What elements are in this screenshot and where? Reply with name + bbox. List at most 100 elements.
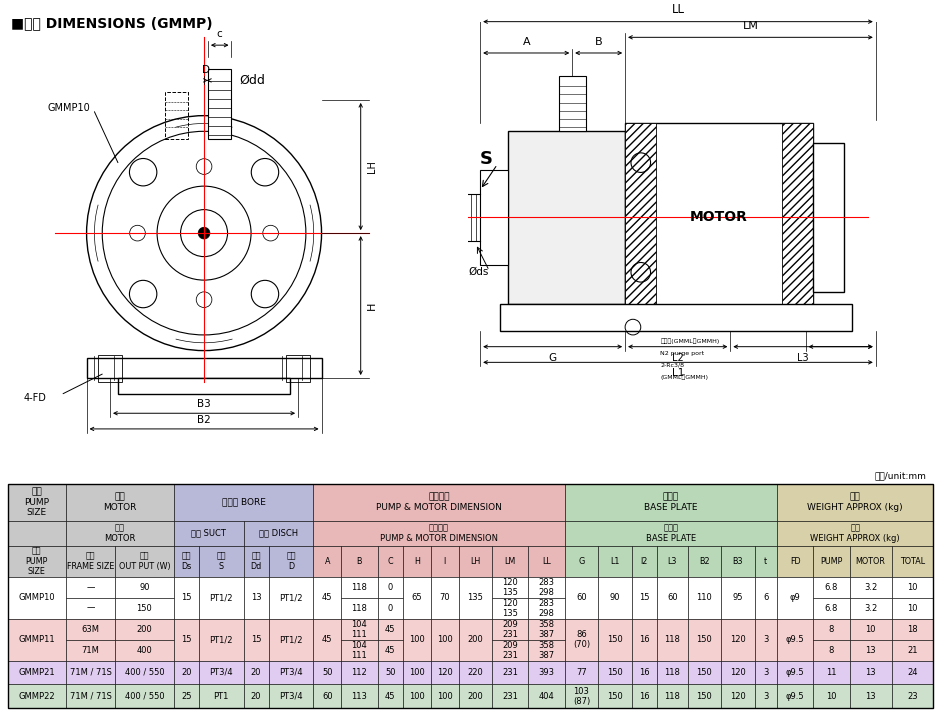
Bar [378, 640, 402, 661]
Text: I: I [444, 557, 446, 565]
Bar [66, 484, 174, 521]
Bar [891, 598, 933, 619]
Text: LM: LM [505, 557, 516, 565]
Text: 135: 135 [467, 593, 483, 602]
Bar [598, 619, 632, 661]
Text: 200: 200 [136, 625, 152, 634]
Text: 231: 231 [502, 692, 518, 701]
Text: 框號
FRAME SIZE: 框號 FRAME SIZE [67, 552, 115, 570]
Bar [493, 619, 528, 640]
Text: L3: L3 [667, 557, 677, 565]
Bar [632, 661, 657, 684]
Text: φ9: φ9 [790, 593, 801, 602]
Bar [199, 684, 243, 708]
Bar [313, 521, 565, 546]
Bar [850, 640, 891, 661]
Text: (GMML、GMMH): (GMML、GMMH) [661, 374, 709, 380]
Bar [459, 661, 493, 684]
Text: 6.8: 6.8 [824, 604, 838, 612]
Text: 馬達座
BASE PLATE: 馬達座 BASE PLATE [644, 492, 697, 512]
Text: L1: L1 [672, 368, 684, 378]
Bar [8, 661, 66, 684]
Bar [528, 619, 565, 640]
Text: 20: 20 [251, 692, 261, 701]
Bar [66, 619, 115, 640]
Text: TOTAL: TOTAL [900, 557, 925, 565]
Text: 404: 404 [539, 692, 555, 701]
Text: 16: 16 [639, 668, 650, 677]
Bar [528, 640, 565, 661]
Text: PT3/4: PT3/4 [279, 692, 303, 701]
Text: c: c [217, 30, 223, 39]
Bar [850, 577, 891, 598]
Text: 16: 16 [639, 692, 650, 701]
Bar [8, 577, 66, 619]
Bar [115, 661, 174, 684]
Text: 16: 16 [639, 635, 650, 644]
Text: 118: 118 [665, 635, 681, 644]
Bar [199, 619, 243, 661]
Text: 6.8: 6.8 [824, 583, 838, 591]
Text: PT1/2: PT1/2 [210, 593, 233, 602]
Text: 118: 118 [665, 692, 681, 701]
Text: 型號
PUMP
SIZE: 型號 PUMP SIZE [25, 547, 48, 575]
Text: 45: 45 [384, 625, 396, 634]
Text: 口徑
Dd: 口徑 Dd [250, 552, 261, 570]
Bar [755, 577, 777, 619]
Text: 0: 0 [387, 583, 393, 591]
Bar [632, 684, 657, 708]
Text: FD: FD [790, 557, 801, 565]
Text: 18: 18 [907, 625, 917, 634]
Text: 馬達
MOTOR: 馬達 MOTOR [104, 523, 135, 543]
Bar [891, 661, 933, 684]
Text: 13: 13 [251, 593, 261, 602]
Bar [174, 484, 313, 521]
Text: —: — [86, 604, 95, 612]
Bar [598, 684, 632, 708]
Text: 100: 100 [409, 635, 425, 644]
Text: 120: 120 [730, 668, 745, 677]
Text: 45: 45 [322, 593, 333, 602]
Bar [66, 661, 115, 684]
Bar [378, 577, 402, 598]
Bar [341, 598, 378, 619]
Bar [500, 304, 853, 331]
Bar [657, 546, 688, 577]
Text: L3: L3 [797, 352, 808, 362]
Bar [891, 684, 933, 708]
Text: A: A [324, 557, 330, 565]
Bar [243, 619, 269, 661]
Bar [243, 577, 269, 619]
Text: LH: LH [367, 160, 377, 173]
Text: 3: 3 [763, 635, 769, 644]
Bar [8, 546, 66, 577]
Bar [721, 619, 755, 661]
Bar [528, 577, 565, 598]
Text: 60: 60 [576, 593, 587, 602]
Bar [777, 484, 933, 521]
Bar [115, 577, 174, 598]
Bar [813, 143, 844, 292]
Text: 86
(70): 86 (70) [573, 630, 590, 649]
Text: PUMP: PUMP [821, 557, 842, 565]
Text: PT1/2: PT1/2 [279, 593, 303, 602]
Text: 283
298: 283 298 [539, 599, 555, 617]
Bar [755, 619, 777, 661]
Bar [99, 355, 122, 382]
Bar [66, 684, 115, 708]
Bar [721, 661, 755, 684]
Bar [313, 619, 341, 661]
Text: 法蘭
D: 法蘭 D [287, 552, 296, 570]
Bar [341, 546, 378, 577]
Text: 氮氣孔(GMML、GMMH): 氮氣孔(GMML、GMMH) [661, 339, 720, 344]
Bar [341, 640, 378, 661]
Bar [813, 577, 850, 598]
Text: 24: 24 [907, 668, 917, 677]
Bar [891, 546, 933, 577]
Text: 60: 60 [322, 692, 333, 701]
Bar [528, 598, 565, 619]
Bar [459, 684, 493, 708]
Text: H: H [414, 557, 419, 565]
Text: 220: 220 [467, 668, 483, 677]
Text: 泵和馬達
PUMP & MOTOR DIMENSION: 泵和馬達 PUMP & MOTOR DIMENSION [380, 523, 498, 543]
